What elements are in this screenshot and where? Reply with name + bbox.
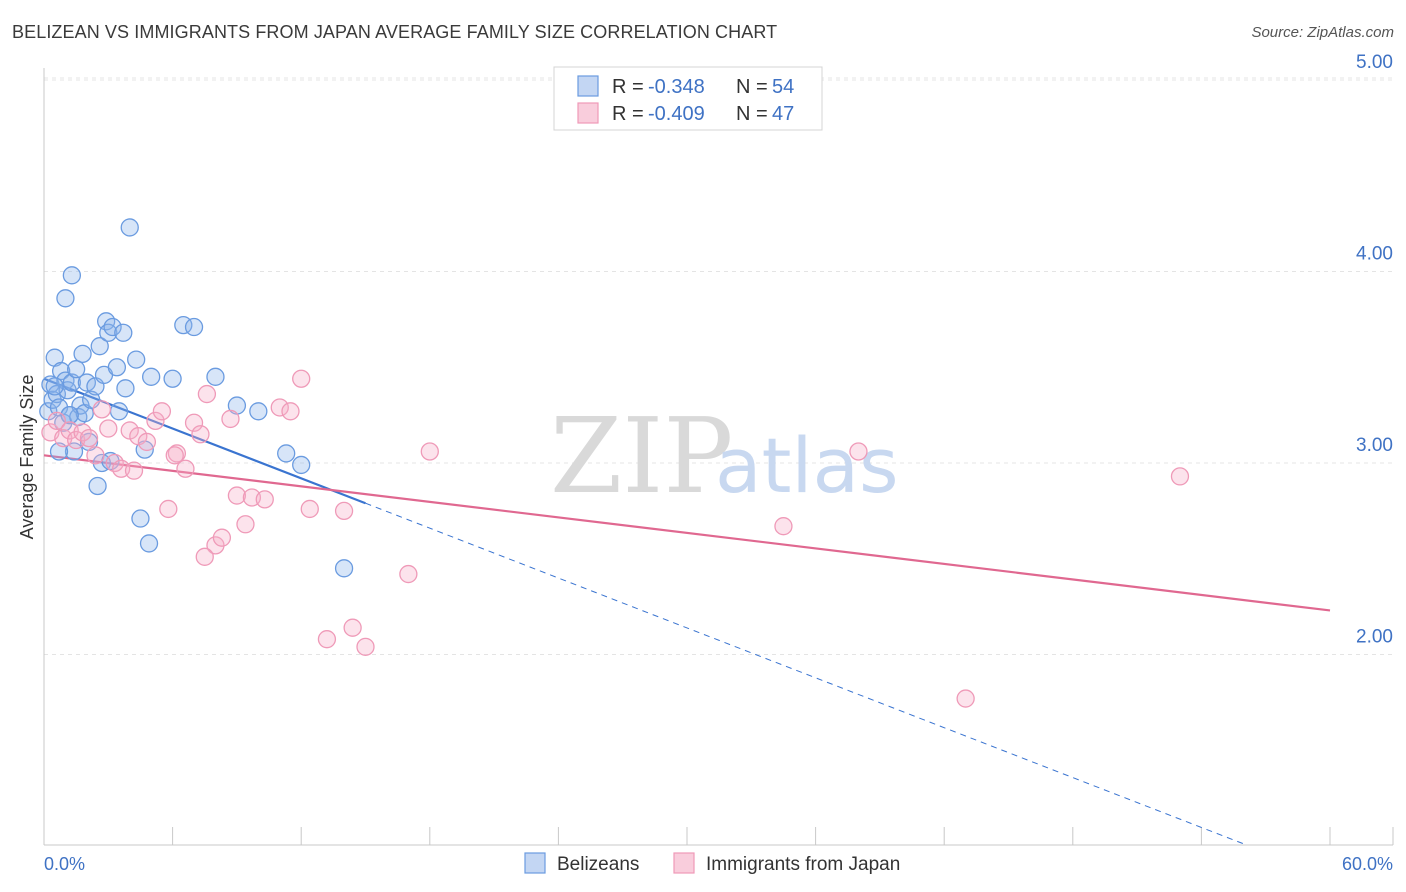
point-japan (221, 409, 240, 429)
legend-n-label-2: N = (736, 103, 768, 125)
point-belizeans (107, 358, 127, 377)
axes (43, 68, 1394, 846)
point-japan (86, 446, 105, 465)
point-belizeans (142, 367, 161, 386)
point-belizeans (51, 361, 71, 381)
point-japan (356, 637, 375, 656)
point-belizeans (77, 373, 97, 392)
data-points (39, 218, 1190, 708)
series-swatch-belizeans (524, 852, 546, 874)
point-belizeans (114, 323, 133, 342)
point-belizeans (131, 509, 150, 528)
series-label-belizeans: Belizeans (557, 854, 639, 875)
legend-r-label-1: R = (612, 76, 644, 98)
point-japan (47, 411, 67, 431)
point-belizeans (116, 379, 135, 398)
series-label-japan: Immigrants from Japan (706, 854, 900, 875)
point-belizeans (184, 317, 204, 337)
legend-r-label-2: R = (612, 103, 644, 125)
x-tick-label-start: 0.0% (44, 854, 85, 874)
source-credit: Source: ZipAtlas.com (1251, 24, 1394, 41)
watermark-atlas: atlas (715, 421, 899, 510)
series-swatch-japan (673, 852, 695, 874)
x-tick-label-end: 60.0% (1342, 854, 1393, 874)
point-japan (165, 446, 184, 465)
point-belizeans (139, 534, 159, 553)
point-belizeans (334, 559, 354, 578)
point-belizeans (120, 218, 139, 237)
trend-line-belizeans-extrapolated (365, 502, 1245, 845)
point-japan (270, 398, 289, 417)
point-japan (146, 411, 165, 431)
point-japan (255, 490, 274, 509)
point-japan (176, 459, 195, 478)
y-tick-label: 5.00 (1356, 52, 1393, 73)
point-japan (195, 547, 214, 566)
chart-title: BELIZEAN VS IMMIGRANTS FROM JAPAN AVERAG… (12, 22, 778, 42)
correlation-legend: R = -0.348 N = 54 R = -0.409 N = 47 (553, 66, 823, 131)
point-belizeans (67, 360, 86, 379)
legend-swatch-blue (577, 75, 599, 97)
point-japan (334, 501, 354, 521)
point-japan (197, 384, 217, 404)
point-belizeans (64, 442, 84, 461)
point-japan (1170, 467, 1190, 486)
gridlines (44, 77, 1393, 655)
point-japan (343, 618, 362, 637)
point-belizeans (56, 289, 75, 308)
y-tick-label: 4.00 (1356, 244, 1393, 265)
point-japan (420, 442, 439, 461)
point-belizeans (73, 344, 92, 363)
point-belizeans (206, 367, 225, 386)
point-japan (849, 442, 868, 461)
point-japan (124, 461, 144, 480)
point-belizeans (62, 266, 82, 285)
series-legend: Belizeans Immigrants from Japan (524, 852, 900, 875)
y-tick-labels: 2.00 3.00 4.00 5.00 (1356, 52, 1393, 648)
watermark-zip: ZIP (550, 395, 733, 517)
legend-n-value-1: 54 (772, 76, 794, 98)
point-belizeans (103, 317, 122, 337)
point-japan (774, 517, 793, 536)
y-tick-label: 2.00 (1356, 627, 1393, 648)
point-belizeans (163, 369, 182, 388)
x-tick-labels: 0.0% 60.0% (44, 854, 1393, 874)
point-belizeans (45, 377, 64, 396)
point-japan (191, 425, 210, 444)
legend-n-value-2: 47 (772, 103, 794, 125)
trend-line-japan (43, 454, 1331, 612)
point-japan (317, 630, 337, 649)
point-belizeans (109, 402, 129, 421)
point-belizeans (277, 444, 296, 463)
point-japan (92, 400, 112, 419)
point-japan (236, 515, 255, 534)
legend-swatch-pink (577, 102, 599, 124)
point-japan (184, 413, 204, 432)
point-japan (292, 369, 311, 388)
point-japan (399, 564, 418, 584)
legend-n-label-1: N = (736, 76, 768, 98)
point-belizeans (249, 402, 268, 421)
point-japan (300, 499, 319, 519)
point-belizeans (49, 442, 69, 461)
point-belizeans (88, 476, 107, 496)
y-axis-title: Average Family Size (17, 375, 37, 540)
point-japan (79, 428, 99, 448)
point-belizeans (127, 350, 146, 369)
y-tick-label: 3.00 (1356, 435, 1393, 456)
point-japan (99, 419, 118, 438)
point-japan (227, 486, 247, 505)
legend-r-value-2: -0.409 (648, 103, 705, 125)
point-japan (956, 689, 975, 708)
point-japan (281, 402, 300, 421)
point-japan (159, 499, 178, 519)
point-japan (137, 432, 157, 452)
legend-r-value-1: -0.348 (648, 76, 705, 98)
point-belizeans (292, 455, 311, 475)
point-belizeans (62, 373, 82, 392)
point-belizeans (90, 337, 109, 356)
point-japan (212, 528, 232, 547)
point-japan (152, 402, 172, 421)
